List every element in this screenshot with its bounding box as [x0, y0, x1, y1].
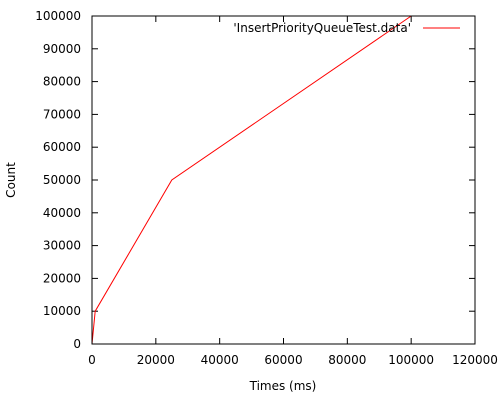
- x-tick-label-1: 20000: [137, 353, 175, 367]
- x-tick-label-6: 120000: [452, 353, 498, 367]
- x-tick-label-2: 40000: [201, 353, 239, 367]
- series-lines: [91, 15, 412, 345]
- legend-label: 'InsertPriorityQueueTest.data': [233, 21, 411, 35]
- y-tick-label-8: 80000: [43, 75, 81, 89]
- y-axis-label: Count: [4, 162, 18, 198]
- legend: 'InsertPriorityQueueTest.data': [233, 21, 460, 35]
- x-tick-label-4: 80000: [328, 353, 366, 367]
- y-tick-label-2: 20000: [43, 271, 81, 285]
- y-tick-label-10: 100000: [35, 9, 81, 23]
- tick-labels: 0 20000 40000 60000 80000 100000 120000 0 10000 2…: [35, 9, 498, 367]
- x-axis-label: Times (ms): [249, 379, 317, 393]
- y-tick-label-1: 10000: [43, 304, 81, 318]
- y-tick-label-3: 30000: [43, 239, 81, 253]
- y-tick-label-4: 40000: [43, 206, 81, 220]
- x-tick-label-3: 60000: [264, 353, 302, 367]
- series-line-0: [91, 15, 412, 345]
- x-tick-label-5: 100000: [388, 353, 434, 367]
- y-tick-label-9: 90000: [43, 42, 81, 56]
- y-tick-label-6: 60000: [43, 140, 81, 154]
- plot-area-border: [91, 15, 476, 345]
- y-tick-label-5: 50000: [43, 173, 81, 187]
- x-tick-label-0: 0: [88, 353, 96, 367]
- y-tick-label-7: 70000: [43, 107, 81, 121]
- axis-ticks: [91, 15, 476, 345]
- y-tick-label-0: 0: [73, 337, 81, 351]
